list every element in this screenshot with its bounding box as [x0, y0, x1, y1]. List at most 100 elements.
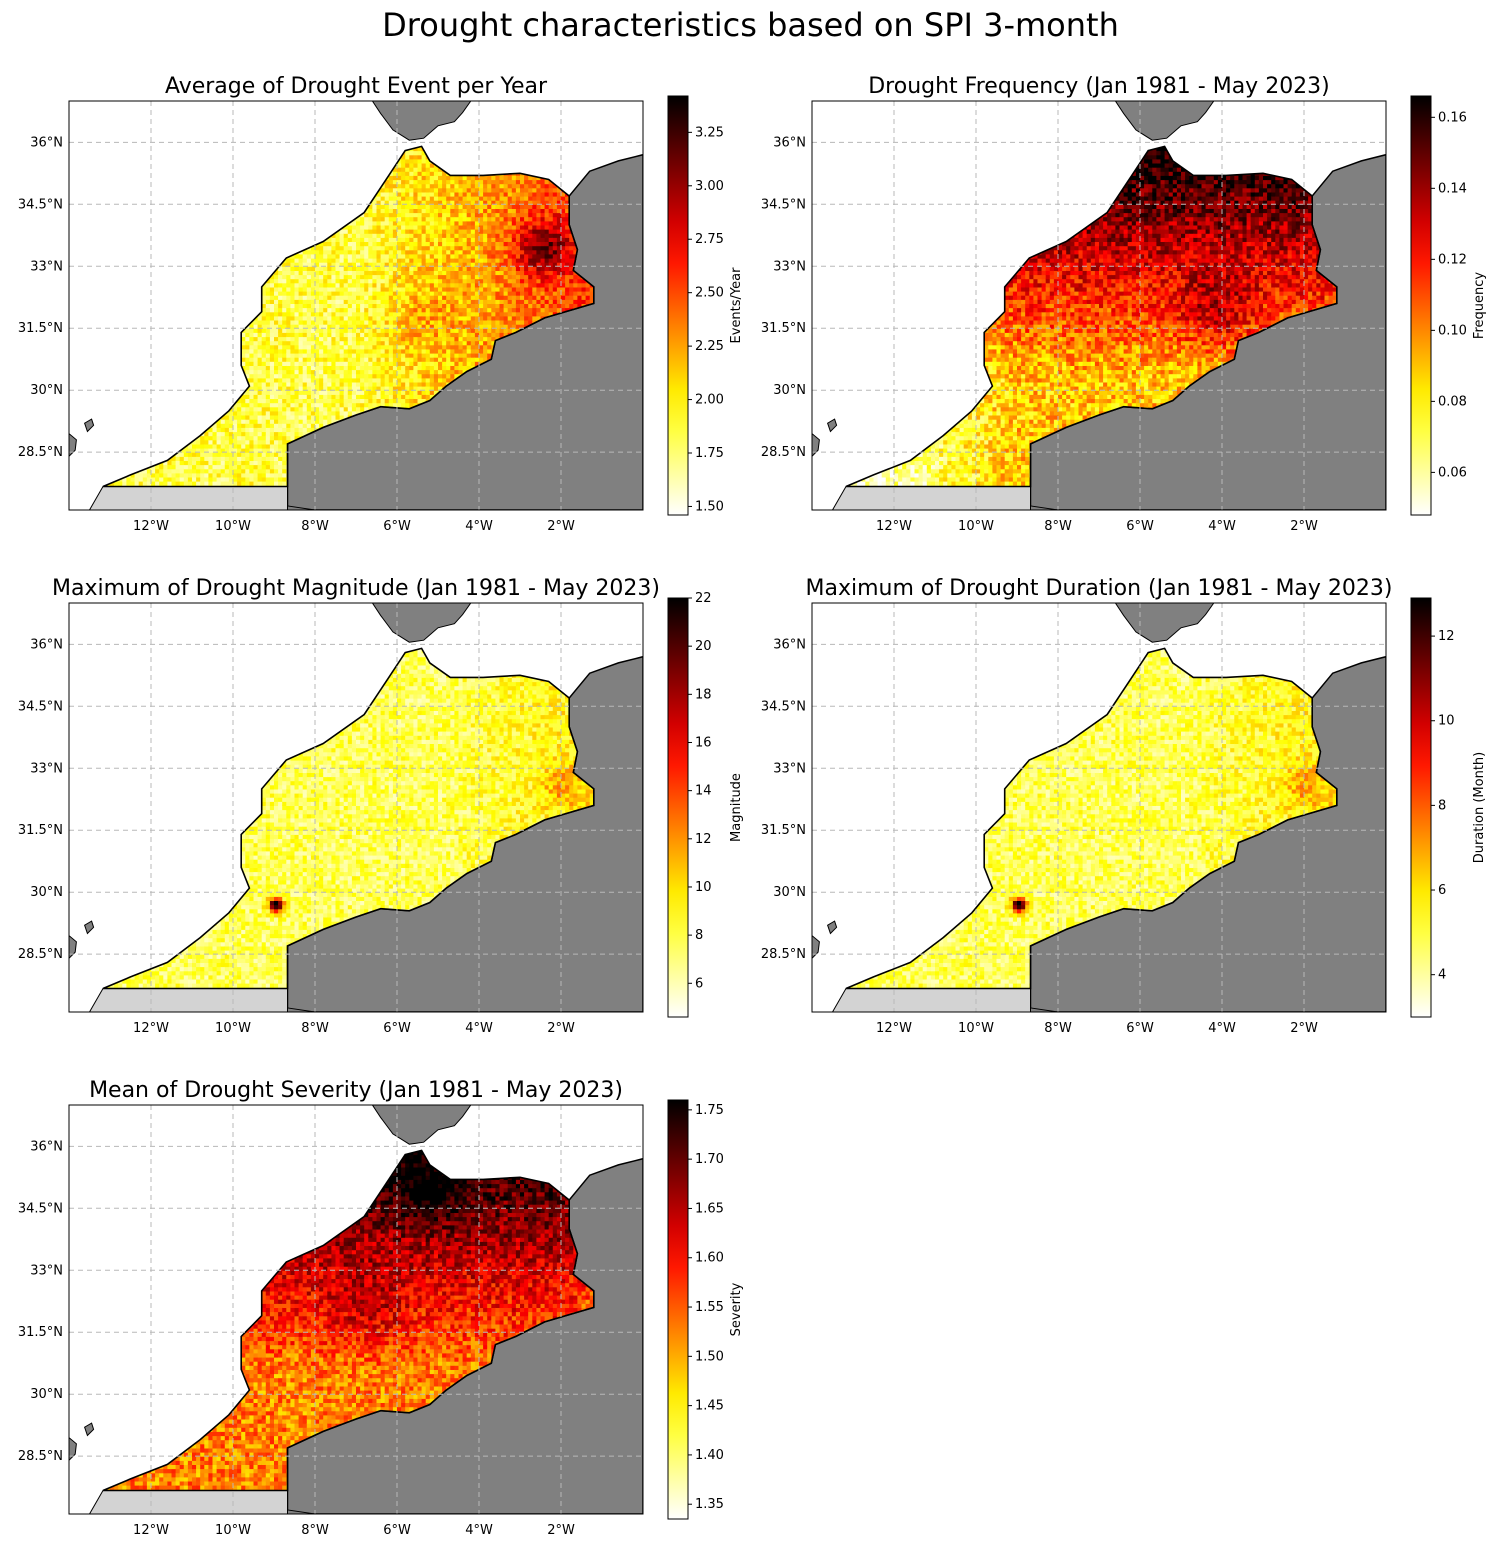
- mauritania-land: [1030, 1007, 1059, 1012]
- lon-tick-label: 2°W: [547, 1523, 575, 1538]
- mauritania-land: [287, 1509, 316, 1514]
- map-frame: [68, 602, 644, 1013]
- map-frame: [68, 1104, 644, 1515]
- colorbar-tick-label: 1.60: [695, 1251, 724, 1266]
- map-panel-frequency: Drought Frequency (Jan 1981 - May 2023) 1…: [761, 74, 1487, 534]
- colorbar-events: [667, 95, 689, 516]
- western-sahara-land: [88, 1490, 288, 1514]
- lon-tick-label: 12°W: [876, 1021, 912, 1036]
- lon-tick-label: 8°W: [1044, 1021, 1072, 1036]
- lat-tick-label: 31.5°N: [761, 321, 806, 336]
- island: [826, 920, 838, 935]
- lon-tick-label: 8°W: [301, 1523, 329, 1538]
- lon-tick-label: 10°W: [958, 519, 994, 534]
- lon-tick-label: 8°W: [301, 519, 329, 534]
- lat-tick-label: 31.5°N: [18, 321, 63, 336]
- colorbar-magnitude: [667, 597, 689, 1018]
- island: [83, 1422, 95, 1437]
- colorbar-tick-label: 16: [695, 735, 712, 750]
- morocco-border: [845, 647, 1338, 990]
- lon-tick-label: 4°W: [465, 1021, 493, 1036]
- colorbar-tick-label: 0.12: [1438, 252, 1467, 267]
- colorbar-label-duration: Duration (Month): [1472, 752, 1487, 863]
- lat-tick-label: 28.5°N: [761, 947, 806, 962]
- lat-tick-label: 31.5°N: [761, 823, 806, 838]
- colorbar-tick-label: 1.45: [695, 1399, 724, 1414]
- panel-title-events: Average of Drought Event per Year: [165, 74, 548, 99]
- colorbar-tick-label: 4: [1438, 968, 1446, 983]
- colorbar-tick-label: 10: [1438, 714, 1455, 729]
- lon-tick-label: 2°W: [547, 1021, 575, 1036]
- lon-tick-label: 6°W: [1126, 519, 1154, 534]
- colorbar-tick-label: 0.08: [1438, 394, 1467, 409]
- colorbar-tick-label: 0.06: [1438, 465, 1467, 480]
- colorbar-tick-label: 1.50: [695, 1349, 724, 1364]
- panel-title-magnitude: Maximum of Drought Magnitude (Jan 1981 -…: [52, 576, 660, 601]
- panel-title-duration: Maximum of Drought Duration (Jan 1981 - …: [805, 576, 1392, 601]
- lat-tick-label: 33°N: [773, 761, 806, 776]
- colorbar-tick-label: 2.00: [695, 393, 724, 408]
- lat-tick-label: 28.5°N: [18, 445, 63, 460]
- lat-tick-label: 36°N: [773, 135, 806, 150]
- colorbar-frequency: [1410, 95, 1432, 516]
- colorbar-tick-label: 6: [695, 976, 703, 991]
- colorbar-duration: [1410, 597, 1432, 1018]
- colorbar-severity: [667, 1099, 689, 1520]
- lon-tick-label: 10°W: [215, 519, 251, 534]
- western-sahara-land: [88, 486, 288, 510]
- mauritania-land: [1030, 505, 1059, 510]
- map-frame: [68, 100, 644, 511]
- lon-tick-label: 10°W: [958, 1021, 994, 1036]
- colorbar-tick-label: 1.65: [695, 1201, 724, 1216]
- colorbar-tick-label: 1.70: [695, 1152, 724, 1167]
- lat-tick-label: 28.5°N: [761, 445, 806, 460]
- lon-tick-label: 4°W: [465, 519, 493, 534]
- lat-tick-label: 34.5°N: [761, 197, 806, 212]
- colorbar-label-magnitude: Magnitude: [729, 773, 744, 842]
- lat-tick-label: 33°N: [30, 1263, 63, 1278]
- lat-tick-label: 31.5°N: [18, 1325, 63, 1340]
- lon-tick-label: 6°W: [383, 1021, 411, 1036]
- lat-tick-label: 28.5°N: [18, 1449, 63, 1464]
- colorbar-tick-label: 0.10: [1438, 323, 1467, 338]
- western-sahara-land: [831, 988, 1031, 1012]
- lon-tick-label: 8°W: [1044, 519, 1072, 534]
- lon-tick-label: 12°W: [133, 1021, 169, 1036]
- lon-tick-label: 12°W: [133, 1523, 169, 1538]
- morocco-border: [102, 1149, 595, 1492]
- lon-tick-label: 8°W: [301, 1021, 329, 1036]
- morocco-border: [102, 145, 595, 488]
- map-panel-severity: Mean of Drought Severity (Jan 1981 - May…: [18, 1078, 744, 1538]
- lon-tick-label: 6°W: [383, 519, 411, 534]
- colorbar-tick-label: 12: [1438, 629, 1455, 644]
- lon-tick-label: 12°W: [133, 519, 169, 534]
- colorbar-tick-label: 6: [1438, 883, 1446, 898]
- colorbar-tick-label: 0.14: [1438, 181, 1467, 196]
- panel-title-frequency: Drought Frequency (Jan 1981 - May 2023): [868, 74, 1330, 99]
- colorbar-tick-label: 1.35: [695, 1497, 724, 1512]
- colorbar-tick-label: 20: [695, 639, 712, 654]
- lat-tick-label: 30°N: [30, 383, 63, 398]
- lon-tick-label: 4°W: [1208, 519, 1236, 534]
- lon-tick-label: 6°W: [1126, 1021, 1154, 1036]
- colorbar-tick-label: 1.40: [695, 1448, 724, 1463]
- colorbar-tick-label: 8: [695, 928, 703, 943]
- map-frame: [811, 100, 1387, 511]
- colorbar-label-severity: Severity: [729, 1282, 744, 1336]
- colorbar-tick-label: 3.00: [695, 179, 724, 194]
- lon-tick-label: 6°W: [383, 1523, 411, 1538]
- colorbar-tick-label: 0.16: [1438, 110, 1467, 125]
- colorbar-tick-label: 12: [695, 832, 712, 847]
- lat-tick-label: 34.5°N: [18, 1201, 63, 1216]
- map-panel-duration: Maximum of Drought Duration (Jan 1981 - …: [761, 576, 1487, 1036]
- lat-tick-label: 28.5°N: [18, 947, 63, 962]
- colorbar-label-frequency: Frequency: [1472, 272, 1487, 339]
- island: [83, 920, 95, 935]
- lon-tick-label: 2°W: [1290, 1021, 1318, 1036]
- lat-tick-label: 30°N: [773, 885, 806, 900]
- map-panel-magnitude: Maximum of Drought Magnitude (Jan 1981 -…: [18, 576, 744, 1036]
- lat-tick-label: 33°N: [773, 259, 806, 274]
- colorbar-label-events: Events/Year: [729, 267, 744, 344]
- lon-tick-label: 10°W: [215, 1523, 251, 1538]
